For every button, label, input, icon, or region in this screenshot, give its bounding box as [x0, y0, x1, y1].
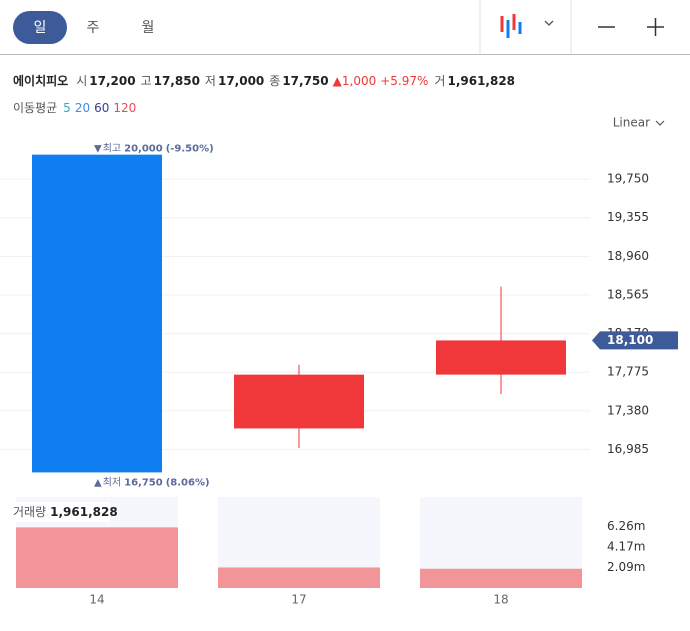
candle-body: [436, 340, 566, 375]
y-tick-label: 19,355: [607, 210, 649, 224]
volume-title: 거래량 1,961,828: [13, 505, 118, 519]
text: 저: [205, 74, 216, 88]
text: 시: [76, 74, 87, 88]
text: 이동평균: [13, 101, 57, 115]
text: 5: [63, 101, 71, 115]
y-tick-label: 16,985: [607, 442, 649, 456]
text: 17,850: [154, 74, 200, 88]
text: 20: [75, 101, 90, 115]
annotation-part: 16,750: [124, 477, 163, 488]
y-tick-label: 4.17m: [607, 540, 645, 554]
text: 고: [141, 74, 152, 88]
text: 거: [434, 74, 445, 88]
y-tick-label: 17,775: [607, 365, 649, 379]
price-tag: [592, 331, 678, 350]
y-tick-label: 6.26m: [607, 519, 645, 533]
annotation-part: 최고: [103, 143, 121, 155]
ma-label: 이동평균 5 20 60 120: [13, 101, 136, 115]
volume-bar: [16, 527, 178, 588]
y-tick-label: 2.09m: [607, 560, 645, 574]
tab-pill[interactable]: [13, 11, 67, 44]
annotation: ▲최저 16,750 (8.06%): [94, 476, 210, 488]
text: ▲1,000: [333, 74, 377, 88]
candle-body: [32, 154, 162, 473]
candle-body: [234, 374, 364, 429]
text: 17,200: [89, 74, 135, 88]
text: 17,000: [218, 74, 264, 88]
tab[interactable]: 일: [34, 20, 47, 36]
zoom-in[interactable]: [647, 18, 664, 36]
text: 17,750: [282, 74, 328, 88]
volume-bar: [420, 568, 582, 588]
x-tick-label: 14: [89, 593, 104, 607]
dropdown-icon[interactable]: [544, 20, 554, 26]
volume-title-value: 1,961,828: [50, 505, 118, 519]
annotation-part: ▼: [94, 144, 102, 155]
x-tick-label: 17: [291, 593, 306, 607]
y-tick-label: 18,565: [607, 287, 649, 301]
x-tick-label: 18: [493, 593, 508, 607]
annotation-part: (-9.50%): [166, 144, 214, 155]
text: +5.97%: [380, 74, 428, 88]
text: 종: [269, 74, 280, 88]
chart-type-icon[interactable]: [500, 14, 522, 38]
tab[interactable]: 주: [87, 20, 100, 36]
y-tick-label: 17,380: [607, 403, 649, 417]
volume-bar: [218, 567, 380, 588]
scale-mode[interactable]: Linear: [613, 116, 650, 130]
info-line: 에이치피오 시 17,200 고 17,850 저 17,000 종 17,750 ▲1,000 +…: [13, 73, 515, 88]
dropdown-icon[interactable]: [655, 120, 665, 126]
annotation: ▼최고 20,000 (-9.50%): [94, 143, 214, 155]
tab[interactable]: 월: [142, 20, 155, 36]
annotation-part: ▲: [94, 477, 102, 488]
text: 120: [113, 101, 136, 115]
text: 1,961,828: [447, 74, 515, 88]
annotation-part: (8.06%): [166, 477, 210, 488]
text: 60: [94, 101, 109, 115]
price-tag-label: 18,100: [607, 333, 653, 347]
y-tick-label: 19,750: [607, 172, 649, 186]
volume-title-bg: [10, 502, 110, 522]
y-tick-label: 18,960: [607, 249, 649, 263]
volume-title-label: 거래량: [13, 505, 46, 519]
annotation-part: 20,000: [124, 144, 163, 155]
annotation-part: 최저: [103, 476, 121, 488]
text: 에이치피오: [13, 73, 68, 88]
